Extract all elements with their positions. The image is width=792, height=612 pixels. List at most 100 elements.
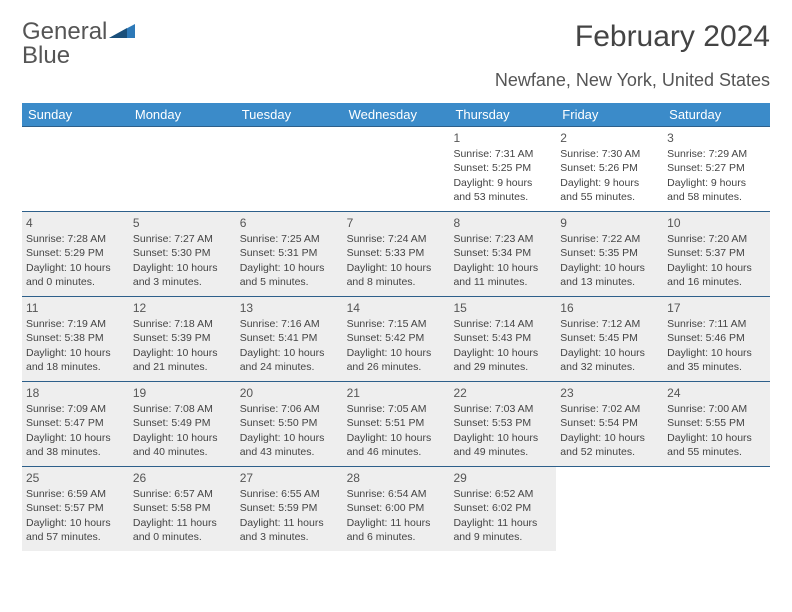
day-detail-line: Sunset: 5:37 PM: [667, 246, 766, 260]
day-number: 11: [26, 300, 125, 316]
day-number: 1: [453, 130, 552, 146]
day-detail-line: Daylight: 9 hours: [453, 176, 552, 190]
day-detail-line: Sunrise: 7:18 AM: [133, 317, 232, 331]
day-detail-line: and 57 minutes.: [26, 530, 125, 544]
day-detail-line: Daylight: 10 hours: [26, 346, 125, 360]
day-detail-line: Sunset: 5:35 PM: [560, 246, 659, 260]
day-detail-line: Sunset: 5:30 PM: [133, 246, 232, 260]
day-cell: 21Sunrise: 7:05 AMSunset: 5:51 PMDayligh…: [343, 382, 450, 466]
day-cell: [22, 127, 129, 211]
day-detail-line: and 9 minutes.: [453, 530, 552, 544]
day-cell: 7Sunrise: 7:24 AMSunset: 5:33 PMDaylight…: [343, 212, 450, 296]
day-detail-line: Sunrise: 7:29 AM: [667, 147, 766, 161]
day-cell: 3Sunrise: 7:29 AMSunset: 5:27 PMDaylight…: [663, 127, 770, 211]
day-detail-line: Sunrise: 7:14 AM: [453, 317, 552, 331]
day-detail-line: and 35 minutes.: [667, 360, 766, 374]
day-number: 6: [240, 215, 339, 231]
day-detail-line: Sunset: 5:29 PM: [26, 246, 125, 260]
day-detail-line: Daylight: 10 hours: [133, 261, 232, 275]
day-detail-line: Sunset: 5:25 PM: [453, 161, 552, 175]
day-cell: 12Sunrise: 7:18 AMSunset: 5:39 PMDayligh…: [129, 297, 236, 381]
day-detail-line: Sunset: 5:39 PM: [133, 331, 232, 345]
day-cell: 10Sunrise: 7:20 AMSunset: 5:37 PMDayligh…: [663, 212, 770, 296]
day-detail-line: Sunset: 5:27 PM: [667, 161, 766, 175]
logo-text-block: General Blue: [22, 20, 135, 68]
day-detail-line: and 58 minutes.: [667, 190, 766, 204]
day-detail-line: Daylight: 10 hours: [240, 261, 339, 275]
day-number: 28: [347, 470, 446, 486]
day-cell: 24Sunrise: 7:00 AMSunset: 5:55 PMDayligh…: [663, 382, 770, 466]
day-cell: [129, 127, 236, 211]
day-number: 14: [347, 300, 446, 316]
day-detail-line: Daylight: 10 hours: [667, 346, 766, 360]
weekday-header-cell: Sunday: [22, 103, 129, 126]
day-cell: 11Sunrise: 7:19 AMSunset: 5:38 PMDayligh…: [22, 297, 129, 381]
logo-word-general: General: [22, 18, 107, 45]
day-number: 24: [667, 385, 766, 401]
day-detail-line: Daylight: 10 hours: [667, 261, 766, 275]
day-detail-line: Sunset: 5:58 PM: [133, 501, 232, 515]
day-detail-line: Sunset: 5:46 PM: [667, 331, 766, 345]
day-cell: 14Sunrise: 7:15 AMSunset: 5:42 PMDayligh…: [343, 297, 450, 381]
day-detail-line: Sunrise: 7:05 AM: [347, 402, 446, 416]
weekday-header-cell: Monday: [129, 103, 236, 126]
day-detail-line: and 3 minutes.: [133, 275, 232, 289]
day-detail-line: and 43 minutes.: [240, 445, 339, 459]
day-detail-line: and 26 minutes.: [347, 360, 446, 374]
calendar-grid: SundayMondayTuesdayWednesdayThursdayFrid…: [22, 103, 770, 551]
day-cell: [556, 467, 663, 551]
day-number: 12: [133, 300, 232, 316]
day-cell: 20Sunrise: 7:06 AMSunset: 5:50 PMDayligh…: [236, 382, 343, 466]
day-detail-line: Sunrise: 6:55 AM: [240, 487, 339, 501]
day-detail-line: Daylight: 10 hours: [347, 261, 446, 275]
day-detail-line: and 21 minutes.: [133, 360, 232, 374]
day-detail-line: and 24 minutes.: [240, 360, 339, 374]
day-cell: 17Sunrise: 7:11 AMSunset: 5:46 PMDayligh…: [663, 297, 770, 381]
day-cell: [236, 127, 343, 211]
weekday-header-row: SundayMondayTuesdayWednesdayThursdayFrid…: [22, 103, 770, 126]
day-detail-line: Daylight: 9 hours: [667, 176, 766, 190]
day-cell: 4Sunrise: 7:28 AMSunset: 5:29 PMDaylight…: [22, 212, 129, 296]
day-detail-line: Sunrise: 7:15 AM: [347, 317, 446, 331]
day-detail-line: Sunrise: 7:00 AM: [667, 402, 766, 416]
weekday-header-cell: Thursday: [449, 103, 556, 126]
day-number: 16: [560, 300, 659, 316]
day-detail-line: and 18 minutes.: [26, 360, 125, 374]
day-detail-line: Sunrise: 7:28 AM: [26, 232, 125, 246]
day-cell: 1Sunrise: 7:31 AMSunset: 5:25 PMDaylight…: [449, 127, 556, 211]
day-cell: 29Sunrise: 6:52 AMSunset: 6:02 PMDayligh…: [449, 467, 556, 551]
day-detail-line: and 49 minutes.: [453, 445, 552, 459]
day-detail-line: Sunrise: 7:25 AM: [240, 232, 339, 246]
day-detail-line: and 3 minutes.: [240, 530, 339, 544]
day-number: 25: [26, 470, 125, 486]
day-detail-line: and 0 minutes.: [133, 530, 232, 544]
day-number: 17: [667, 300, 766, 316]
day-number: 13: [240, 300, 339, 316]
day-detail-line: Sunrise: 6:59 AM: [26, 487, 125, 501]
calendar-page: General Blue February 2024 Newfane, New …: [0, 0, 792, 551]
page-title: February 2024: [575, 20, 770, 54]
day-detail-line: Sunset: 5:51 PM: [347, 416, 446, 430]
day-detail-line: Sunrise: 6:57 AM: [133, 487, 232, 501]
day-detail-line: Sunrise: 7:19 AM: [26, 317, 125, 331]
day-cell: 18Sunrise: 7:09 AMSunset: 5:47 PMDayligh…: [22, 382, 129, 466]
day-number: 7: [347, 215, 446, 231]
day-detail-line: Sunrise: 7:16 AM: [240, 317, 339, 331]
day-detail-line: and 11 minutes.: [453, 275, 552, 289]
day-detail-line: Sunset: 5:42 PM: [347, 331, 446, 345]
day-detail-line: and 53 minutes.: [453, 190, 552, 204]
day-detail-line: Sunrise: 7:24 AM: [347, 232, 446, 246]
day-cell: 16Sunrise: 7:12 AMSunset: 5:45 PMDayligh…: [556, 297, 663, 381]
day-number: 5: [133, 215, 232, 231]
day-detail-line: Sunset: 5:34 PM: [453, 246, 552, 260]
weeks-container: 1Sunrise: 7:31 AMSunset: 5:25 PMDaylight…: [22, 126, 770, 551]
logo-triangle-icon: [109, 20, 135, 43]
day-number: 4: [26, 215, 125, 231]
week-row: 18Sunrise: 7:09 AMSunset: 5:47 PMDayligh…: [22, 381, 770, 466]
day-detail-line: Daylight: 10 hours: [133, 346, 232, 360]
day-cell: 15Sunrise: 7:14 AMSunset: 5:43 PMDayligh…: [449, 297, 556, 381]
day-detail-line: and 6 minutes.: [347, 530, 446, 544]
day-detail-line: and 29 minutes.: [453, 360, 552, 374]
day-detail-line: Sunset: 5:49 PM: [133, 416, 232, 430]
day-detail-line: Sunrise: 7:02 AM: [560, 402, 659, 416]
